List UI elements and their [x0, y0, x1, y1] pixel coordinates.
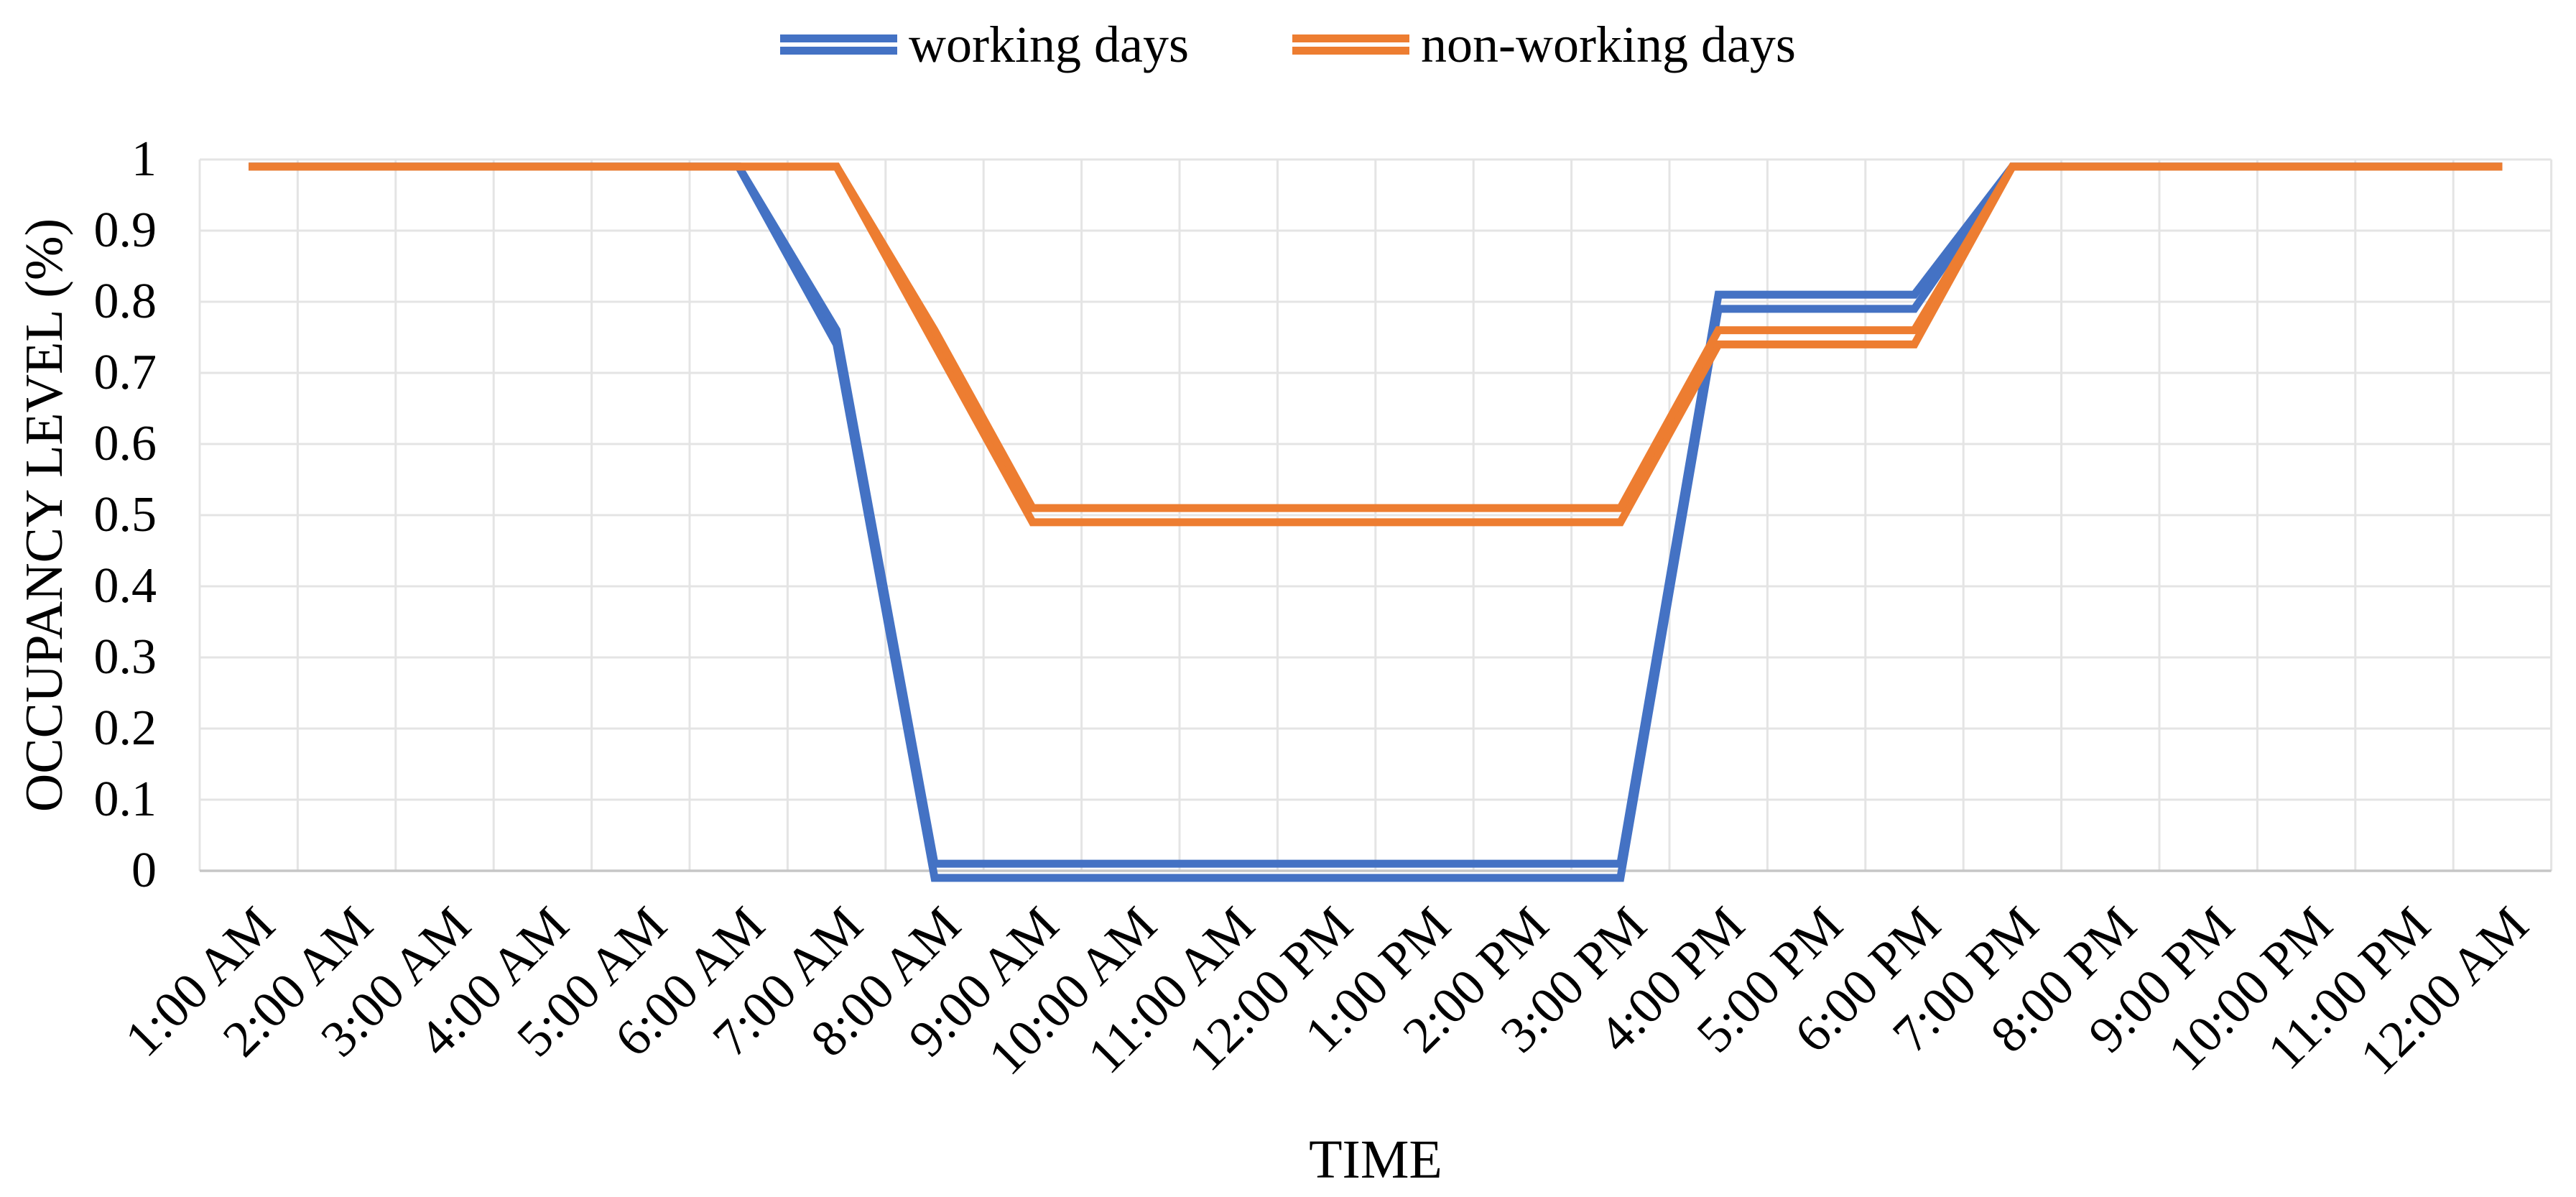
non-working-days-line-swatch-icon [1292, 34, 1409, 55]
legend-item-non-working-days: non-working days [1292, 14, 1796, 75]
legend-item-working-days: working days [780, 14, 1189, 75]
legend-label-non-working-days: non-working days [1421, 16, 1796, 73]
series-line-non-working-days-upper [249, 162, 2503, 512]
y-tick-label: 0.2 [93, 701, 157, 756]
x-axis-title: TIME [1309, 1129, 1442, 1190]
y-tick-label: 0.5 [93, 487, 157, 542]
gridlines [198, 158, 2553, 872]
y-tick-label: 0.7 [93, 345, 157, 400]
x-axis-tick-labels: 1:00 AM2:00 AM3:00 AM4:00 AM5:00 AM6:00 … [113, 896, 2539, 1086]
y-tick-label: 0.6 [93, 416, 157, 471]
legend: working days non-working days [0, 14, 2576, 75]
y-tick-label: 0 [131, 843, 157, 898]
y-tick-label: 0.3 [93, 629, 157, 685]
y-tick-label: 0.1 [93, 772, 157, 827]
y-tick-label: 0.4 [93, 558, 157, 614]
working-days-line-swatch-icon [780, 34, 898, 55]
y-tick-label: 0.9 [93, 203, 157, 258]
legend-label-working-days: working days [909, 16, 1189, 73]
series-lines [249, 162, 2503, 882]
y-tick-label: 1 [131, 131, 157, 187]
y-tick-label: 0.8 [93, 274, 157, 329]
